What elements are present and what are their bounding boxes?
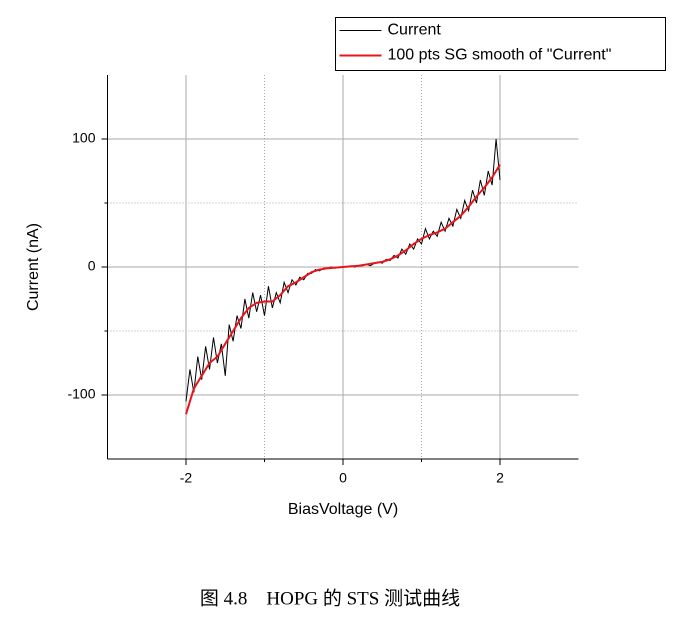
y-tick-label: 100	[72, 130, 96, 146]
legend-box	[335, 17, 666, 71]
x-tick-label: 0	[339, 470, 347, 486]
y-axis-label: Current (nA)	[25, 223, 42, 311]
x-tick-label: 2	[496, 470, 504, 486]
series-line	[185, 164, 501, 415]
legend-label: Current	[388, 22, 442, 39]
caption: 图 4.8 HOPG 的 STS 测试曲线	[200, 587, 460, 609]
x-axis-label: BiasVoltage (V)	[288, 501, 398, 518]
y-tick-label: -100	[67, 386, 95, 402]
x-tick-label: -2	[180, 470, 193, 486]
y-tick-label: 0	[88, 258, 96, 274]
legend-label: 100 pts SG smooth of "Current"	[388, 47, 612, 64]
